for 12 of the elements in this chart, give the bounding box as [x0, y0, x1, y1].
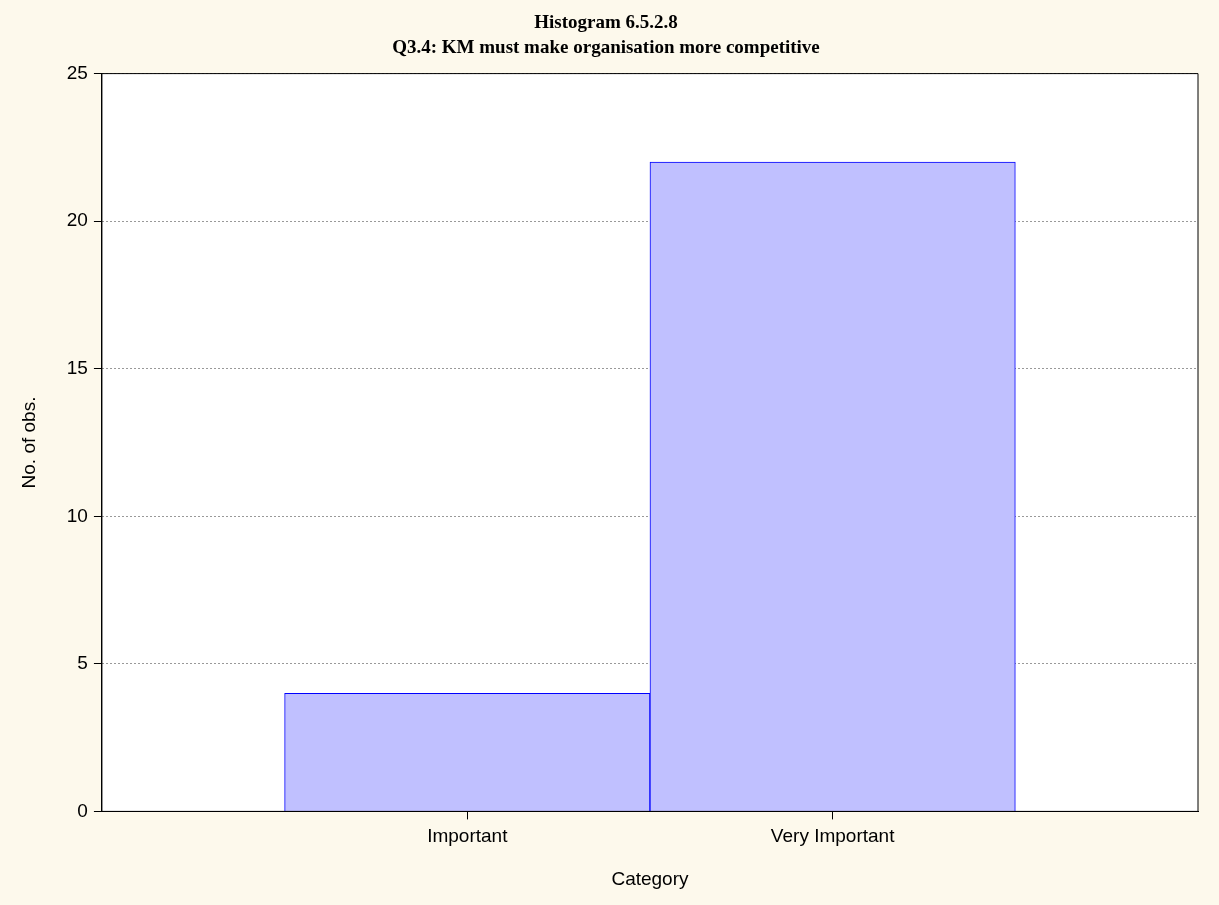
y-axis-title: No. of obs.	[17, 396, 39, 489]
y-tick-label: 25	[66, 61, 88, 83]
y-tick-label: 5	[77, 652, 88, 674]
x-axis-title: Category	[611, 867, 690, 889]
chart-subtitle: Q3.4: KM must make organisation more competitive	[392, 36, 820, 58]
y-tick-label: 15	[66, 356, 88, 378]
y-tick-label: 10	[66, 504, 88, 526]
x-tick-label: Important	[427, 825, 509, 847]
x-tick-label: Very Important	[770, 825, 896, 847]
y-tick-label: 20	[66, 209, 88, 231]
chart-title: Histogram 6.5.2.8	[534, 11, 678, 33]
y-tick-label: 0	[77, 799, 88, 821]
